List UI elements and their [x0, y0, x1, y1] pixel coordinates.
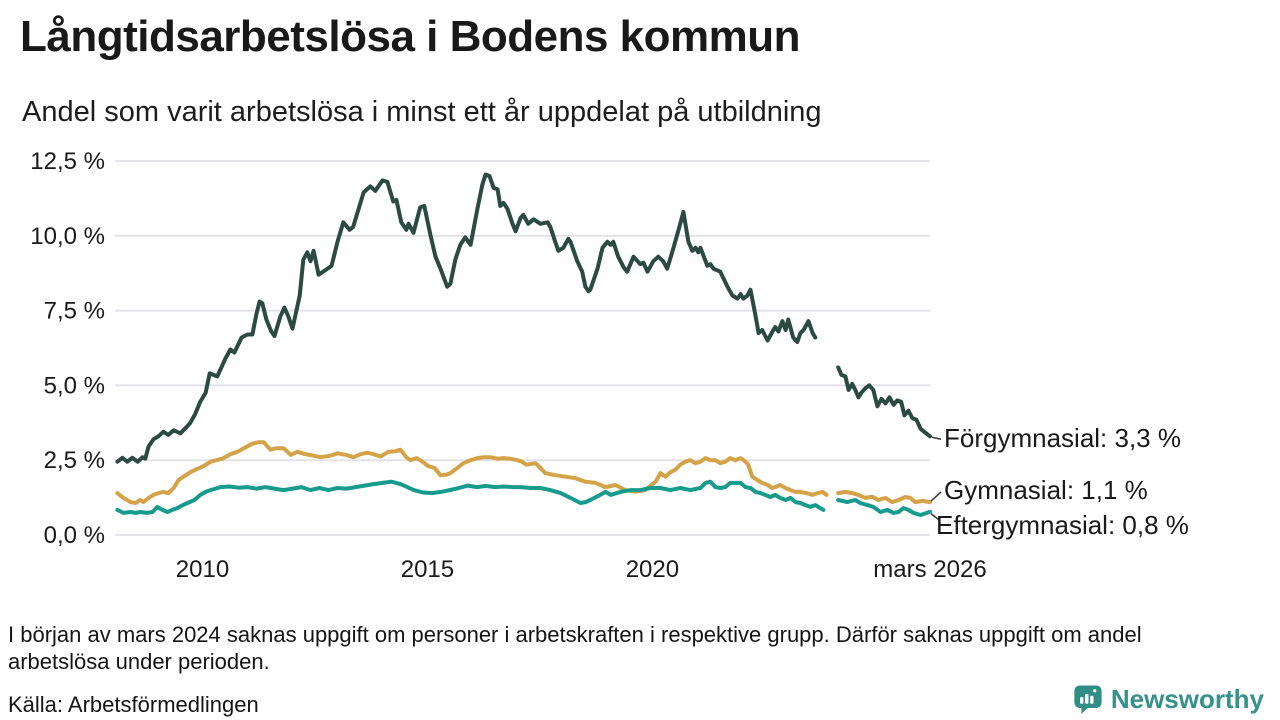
series-label-gymnasial: Gymnasial: 1,1 %	[944, 475, 1148, 505]
label-connector-lines	[930, 436, 942, 522]
series-label-eftergymnasial: Eftergymnasial: 0,8 %	[936, 510, 1189, 540]
page-title: Långtidsarbetslösa i Bodens kommun	[20, 12, 801, 61]
y-tick-label: 5,0 %	[44, 372, 105, 399]
series-line-förgymnasial	[836, 365, 932, 439]
x-tick-label: 2010	[176, 556, 229, 583]
x-tick-label: mars 2026	[873, 556, 986, 583]
connector-förgymnasial	[931, 436, 942, 441]
y-tick-label: 2,5 %	[44, 447, 105, 474]
connector-eftergymnasial	[930, 513, 941, 522]
connector-gymnasial	[930, 491, 942, 502]
series-line-gymnasial	[115, 440, 829, 505]
y-tick-label: 12,5 %	[30, 148, 105, 175]
newsworthy-logo-text: Newsworthy	[1110, 684, 1264, 714]
footnote: I början av mars 2024 saknas uppgift om …	[8, 622, 1142, 674]
series-line-förgymnasial	[115, 172, 818, 464]
y-tick-label: 10,0 %	[30, 223, 105, 250]
series-line-eftergymnasial	[836, 498, 932, 517]
y-tick-label: 0,0 %	[44, 522, 105, 549]
chart-subtitle: Andel som varit arbetslösa i minst ett å…	[22, 96, 822, 128]
y-tick-label: 7,5 %	[44, 298, 105, 325]
x-tick-label: 2020	[626, 556, 679, 583]
series-lines	[115, 172, 932, 517]
series-label-forgymnasial: Förgymnasial: 3,3 %	[944, 423, 1181, 453]
source-attribution: Källa: Arbetsförmedlingen	[8, 692, 259, 717]
series-line-eftergymnasial	[115, 479, 826, 515]
y-axis-tick-labels: 0,0 % 2,5 % 5,0 % 7,5 % 10,0 % 12,5 %	[30, 148, 105, 549]
gridlines	[115, 160, 930, 536]
series-line-gymnasial	[836, 489, 932, 505]
x-tick-label: 2015	[401, 556, 454, 583]
newsworthy-logo: Newsworthy	[1073, 684, 1264, 715]
x-axis-tick-labels: 2010 2015 2020 mars 2026	[176, 556, 987, 583]
newsworthy-logo-icon	[1074, 685, 1102, 715]
